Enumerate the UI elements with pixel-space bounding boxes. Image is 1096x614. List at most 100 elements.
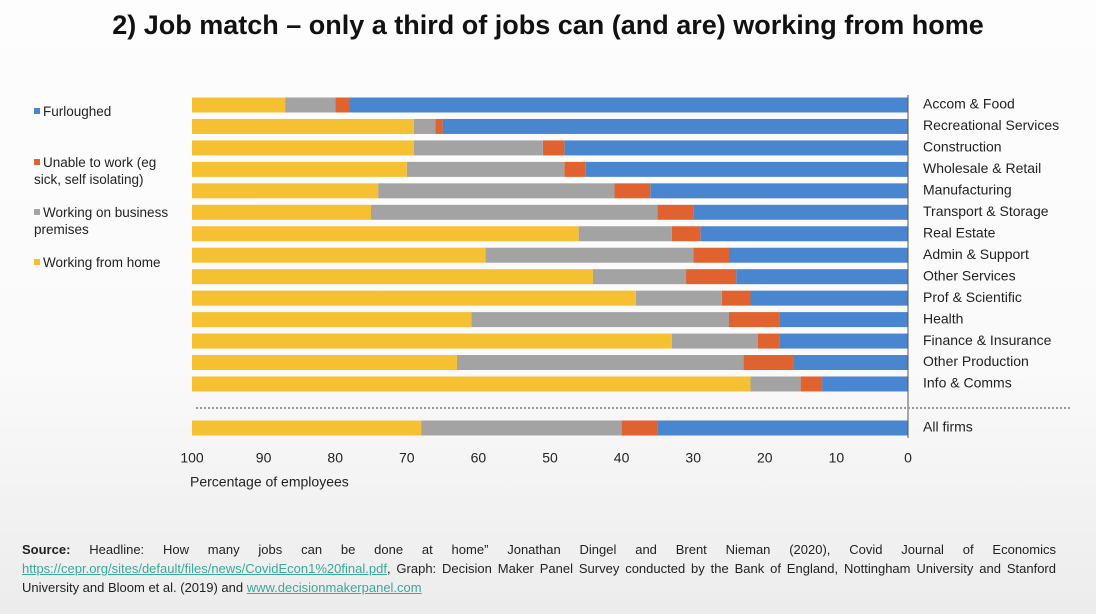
category-label: Admin & Support [923,246,1029,262]
bar-segment [657,204,694,220]
category-label: All firms [923,419,973,435]
bar-segment [192,140,414,156]
category-label: Real Estate [923,224,996,240]
bar-segment [413,118,436,134]
bar-segment [564,161,586,177]
x-tick-label: 60 [471,450,487,466]
bar-segment [192,290,636,306]
x-tick-label: 50 [542,450,558,466]
legend-swatch [34,159,40,165]
legend-label: Working on business premises [34,205,169,237]
bar-segment [192,118,414,134]
legend-swatch [34,259,40,265]
bar-segment [192,226,579,242]
x-tick-label: 30 [685,450,701,466]
bar-segment [192,97,286,113]
bar-segment [779,333,908,349]
source-text: Headline: How many jobs can be done at h… [89,542,1056,557]
source-label: Source: [22,542,71,557]
bar-segment [650,183,908,199]
bar-segment [671,226,701,242]
bar-segment [192,376,751,392]
category-label: Finance & Insurance [923,332,1052,348]
bar-segment [192,269,593,285]
legend-entry: Working on business premises [34,204,184,238]
category-label: Health [923,310,963,326]
x-tick-label: 20 [757,450,773,466]
bar-segment [435,118,443,134]
category-label: Other Production [923,353,1029,369]
legend-entry: Working from home [34,254,184,271]
source-link[interactable]: https://cepr.org/sites/default/files/new… [22,561,387,576]
bar-segment [614,183,651,199]
bar-segment [456,355,744,371]
bar-segment [421,420,622,436]
bar-segment [686,269,737,285]
legend-entry: Unable to work (eg sick, self isolating) [34,154,184,188]
legend-label: Furloughed [43,104,112,119]
bar-segment [822,376,908,392]
bar-segment [671,333,758,349]
bar-segment [371,204,658,220]
bar-segment [721,290,751,306]
category-label: Prof & Scientific [923,289,1022,305]
category-label: Wholesale & Retail [923,160,1041,176]
legend-label: Working from home [43,255,161,270]
bar-segment [635,290,722,306]
bar-segment [700,226,908,242]
category-label: Transport & Storage [923,203,1049,219]
bar-segment [192,355,457,371]
source: Source: Headline: How many jobs can be d… [22,540,1056,597]
bar-segment [335,97,350,113]
category-label: Construction [923,139,1002,155]
category-label: Recreational Services [923,117,1059,133]
bar-segment [779,312,908,328]
x-axis-label: Percentage of employees [190,474,349,490]
bar-segment [564,140,908,156]
bar-segment [729,312,780,328]
x-tick-label: 70 [399,450,415,466]
bar-segment [285,97,336,113]
bar-segment [750,376,801,392]
x-tick-label: 90 [256,450,272,466]
legend-swatch [34,108,40,114]
bar-segment [757,333,780,349]
bar-segment [406,161,565,177]
bar-segment [743,355,794,371]
bar-segment [693,204,908,220]
x-tick-label: 0 [904,450,912,466]
legend-label: Unable to work (eg sick, self isolating) [34,155,157,187]
bar-segment [192,247,486,263]
category-label: Accom & Food [923,96,1015,112]
bar-segment [413,140,543,156]
bar-segment [578,226,672,242]
bar-segment [657,420,908,436]
category-label: Info & Comms [923,375,1012,391]
bar-segment [693,247,729,263]
category-label: Manufacturing [923,182,1012,198]
bar-segment [192,161,407,177]
bar-segment [192,312,472,328]
bar-segment [349,97,908,113]
x-tick-label: 10 [829,450,845,466]
x-tick-label: 100 [180,450,204,466]
legend-swatch [34,209,40,215]
bar-segment [542,140,565,156]
bar-segment [192,333,672,349]
bar-segment [736,269,908,285]
bar-segment [621,420,658,436]
source-link[interactable]: www.decisionmakerpanel.com [246,580,422,595]
bar-segment [471,312,729,328]
source-text: , Graph: Decision Maker Panel Survey con… [22,561,1056,595]
category-label: Other Services [923,267,1016,283]
bar-segment [729,247,908,263]
bar-segment [442,118,908,134]
bar-segment [793,355,908,371]
bar-segment [192,204,371,220]
bar-segment [750,290,908,306]
x-tick-label: 40 [614,450,630,466]
x-tick-label: 80 [327,450,343,466]
bar-segment [192,183,379,199]
